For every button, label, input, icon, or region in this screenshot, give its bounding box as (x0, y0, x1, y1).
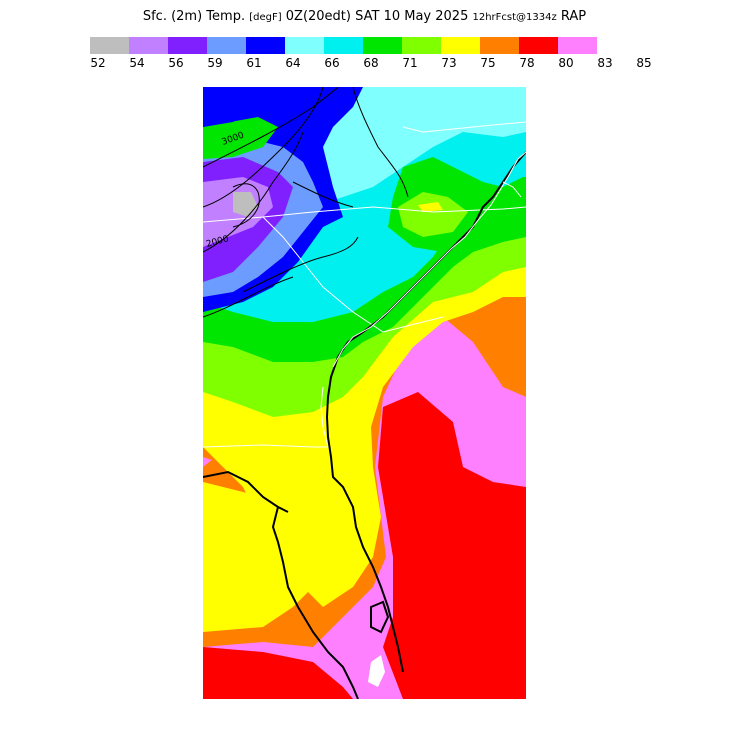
band-orange-east (473, 302, 526, 387)
legend-swatch (207, 37, 246, 54)
title-main: Sfc. (2m) Temp. (142, 9, 246, 24)
legend-swatch (402, 37, 441, 54)
band-red (203, 87, 526, 699)
title-time: 0Z(20edt) (285, 9, 351, 24)
legend-label: 73 (441, 56, 457, 70)
chart-title: Sfc. (2m) Temp. [degF] 0Z(20edt) SAT 10 … (0, 9, 729, 24)
legend-label: 78 (519, 56, 535, 70)
legend-label: 64 (285, 56, 301, 70)
legend-label: 75 (480, 56, 496, 70)
legend-swatch (480, 37, 519, 54)
band-gray (233, 192, 258, 217)
band-yellow-west (203, 482, 313, 632)
legend-label: 71 (402, 56, 418, 70)
legend-label: 54 (129, 56, 145, 70)
title-units: [degF] (249, 12, 282, 23)
legend-label: 59 (207, 56, 223, 70)
title-date: SAT 10 May 2025 (355, 9, 469, 24)
legend-swatch (363, 37, 402, 54)
state-borders (203, 121, 526, 448)
temperature-map: 2000 3000 (203, 87, 526, 699)
lake-okeechobee (370, 600, 390, 634)
band-cyan-top-right (363, 87, 526, 127)
white-patch (368, 655, 385, 687)
legend-swatch (168, 37, 207, 54)
legend-label: 85 (636, 56, 652, 70)
title-forecast: 12hrFcst@1334z (472, 12, 557, 23)
legend-swatch (558, 37, 597, 54)
band-red-sw (203, 647, 353, 699)
legend-label: 56 (168, 56, 184, 70)
legend-label: 83 (597, 56, 613, 70)
legend-swatch (90, 37, 129, 54)
title-model: RAP (560, 9, 587, 24)
coast-detail (332, 151, 526, 368)
legend-swatch (519, 37, 558, 54)
legend-label: 68 (363, 56, 379, 70)
legend-label: 66 (324, 56, 340, 70)
map-svg: 2000 3000 (203, 87, 526, 699)
legend-label: 52 (90, 56, 106, 70)
legend-swatch (324, 37, 363, 54)
color-legend (90, 37, 597, 54)
legend-swatch (441, 37, 480, 54)
legend-labels: 52 54 56 59 61 64 66 68 71 73 75 78 80 83 85 (0, 56, 729, 72)
legend-swatch (246, 37, 285, 54)
legend-swatch (285, 37, 324, 54)
height-contours (203, 87, 409, 318)
band-lightgreen-ne (398, 192, 468, 237)
band-green-nw (203, 117, 278, 159)
legend-swatch (129, 37, 168, 54)
legend-label: 80 (558, 56, 574, 70)
band-yellow-ne (418, 202, 443, 212)
band-blue-nw-top (203, 87, 263, 127)
legend-label: 61 (246, 56, 262, 70)
